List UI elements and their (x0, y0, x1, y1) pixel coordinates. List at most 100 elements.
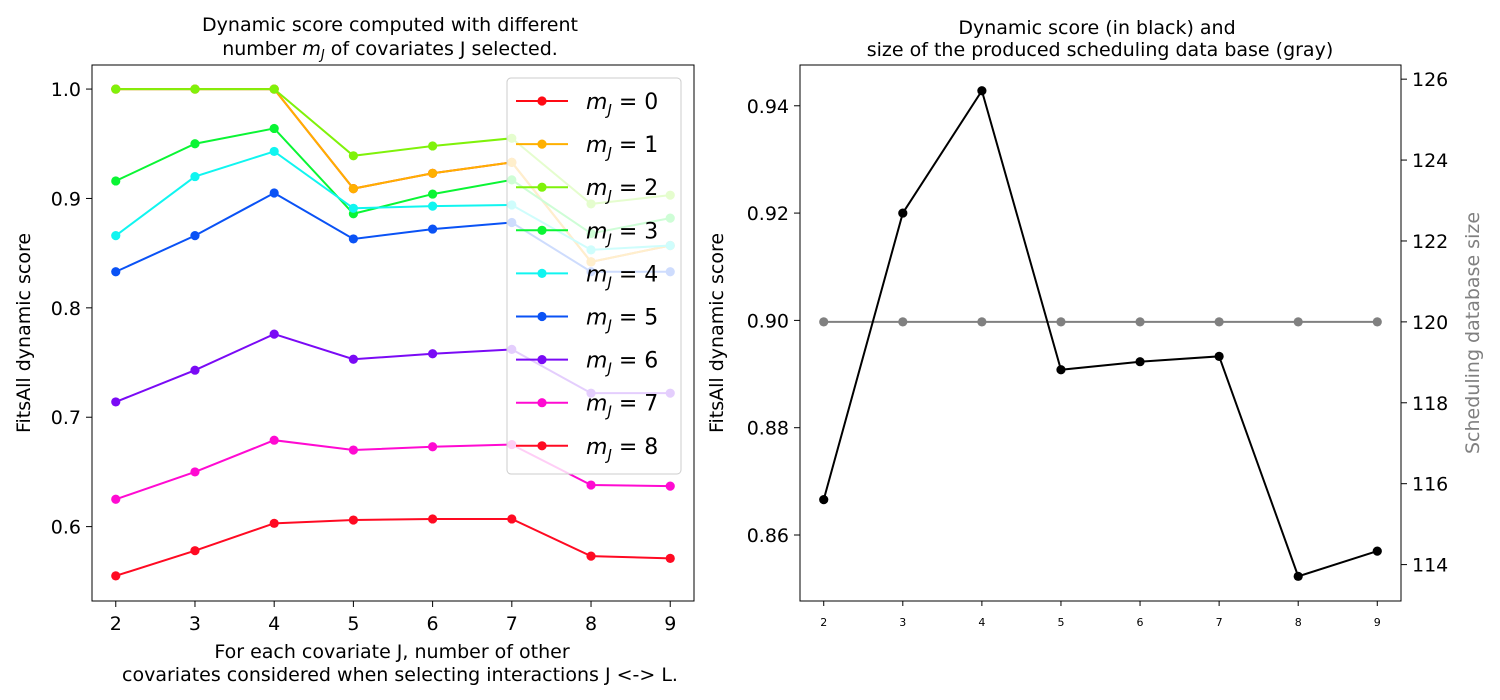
legend-item: mJ = 6 (516, 349, 658, 378)
series-5-point (269, 188, 279, 198)
legend-item: mJ = 7 (516, 392, 658, 421)
legend-item: mJ = 4 (516, 262, 658, 291)
x-tick-label: 4 (978, 616, 985, 629)
y-right-tick-label: 124 (1412, 150, 1448, 172)
series-2-point (428, 141, 438, 151)
dynamic-score-point (1372, 546, 1382, 556)
legend-box (506, 77, 682, 475)
series-3-point (190, 139, 200, 149)
series-5-point (348, 234, 358, 244)
legend-label: mJ = 1 (586, 133, 658, 162)
series-line-8 (115, 517, 671, 577)
series-7-point (586, 480, 596, 490)
series-7-point (269, 435, 279, 445)
dynamic-score-line (822, 88, 1378, 578)
x-tick-label: 8 (1295, 616, 1302, 629)
right-chart-title-line1: Dynamic score (in black) and (958, 17, 1235, 39)
legend-label: mJ = 7 (586, 392, 658, 421)
y-right-tick-label: 118 (1412, 393, 1448, 415)
series-line-7 (115, 439, 671, 501)
legend-swatch-marker (537, 96, 547, 106)
legend-swatch-marker (537, 225, 547, 235)
series-3-point (111, 176, 121, 186)
dynamic-score-point (1135, 357, 1145, 367)
series-6-point (190, 365, 200, 375)
x-tick-label: 3 (189, 613, 201, 635)
legend-label: mJ = 8 (586, 435, 658, 464)
right-chart: Dynamic score (in black) and size of the… (706, 17, 1484, 629)
y-right-tick-label: 122 (1412, 231, 1448, 253)
y-tick-label: 0.92 (747, 203, 789, 225)
series-1-point (428, 168, 438, 178)
left-plot-area: 2 3 4 5 6 7 8 9 0.6 0.7 0.8 0.9 1.0 (51, 64, 695, 635)
y-tick-label: 0.7 (51, 407, 81, 429)
left-chart-xlabel-line1: For each covariate J, number of other (214, 641, 569, 663)
series-3-point (428, 189, 438, 199)
x-tick-label: 3 (899, 616, 906, 629)
legend-swatch-marker (537, 268, 547, 278)
legend-item: mJ = 8 (516, 435, 658, 464)
legend-item: mJ = 3 (516, 219, 658, 248)
series-5-point (190, 231, 200, 241)
series-2-point (348, 151, 358, 161)
series-1-point (348, 184, 358, 194)
series-3-point (269, 123, 279, 134)
y-right-tick-label: 116 (1412, 474, 1448, 496)
dynamic-score-point (1214, 351, 1224, 361)
series-7-point (348, 445, 358, 455)
series-5-point (428, 224, 438, 234)
left-chart-title-line1: Dynamic score computed with different (202, 14, 578, 36)
series-4-point (348, 203, 358, 213)
x-tick-label: 5 (347, 613, 359, 635)
dynamic-score-point (898, 208, 908, 218)
legend-swatch-marker (537, 398, 547, 408)
series-8-point (190, 546, 200, 556)
series-8-point (428, 514, 438, 524)
series-7-point (665, 481, 675, 491)
legend-label: mJ = 0 (586, 90, 658, 119)
series-4-point (111, 231, 121, 241)
x-tick-label: 9 (664, 613, 676, 635)
series-8-point (586, 551, 596, 561)
left-chart-xlabel-line2: covariates considered when selecting int… (122, 664, 678, 686)
series-8-point (507, 514, 517, 524)
legend-swatch-marker (537, 139, 547, 149)
legend-swatch-marker (537, 441, 547, 451)
y-right-tick-label: 114 (1412, 555, 1448, 577)
legend-item: mJ = 1 (516, 133, 658, 162)
database-size-point (1293, 317, 1303, 327)
right-chart-ylabel: FitsAll dynamic score (706, 233, 728, 433)
left-chart-ylabel: FitsAll dynamic score (13, 233, 35, 433)
y-tick-label: 0.94 (747, 96, 789, 118)
series-4-point (269, 146, 279, 157)
y-tick-label: 0.86 (747, 525, 789, 547)
database-size-point (898, 317, 908, 327)
legend-label: mJ = 4 (586, 262, 658, 291)
y-tick-label: 0.8 (51, 298, 81, 320)
series-7-point (190, 467, 200, 477)
y-tick-label: 0.9 (51, 188, 81, 210)
x-tick-label: 9 (1374, 616, 1381, 629)
x-tick-label: 6 (1137, 616, 1144, 629)
y-tick-label: 0.90 (747, 310, 789, 332)
database-size-point (1135, 317, 1145, 327)
x-tick-label: 5 (1057, 616, 1064, 629)
right-chart-title-line2: size of the produced scheduling data bas… (867, 39, 1334, 61)
series-6-point (348, 354, 358, 364)
legend-label: mJ = 3 (586, 219, 658, 248)
x-tick-label: 2 (820, 616, 827, 629)
database-size-point (977, 317, 987, 327)
dynamic-score-point (977, 86, 987, 96)
x-tick-label: 4 (268, 613, 280, 635)
legend-item: mJ = 0 (516, 90, 658, 119)
database-size-point (1056, 317, 1066, 327)
legend-item: mJ = 5 (516, 306, 658, 335)
legend-item: mJ = 2 (516, 176, 658, 205)
series-4-point (428, 201, 438, 211)
x-tick-label: 2 (110, 613, 122, 635)
database-size-point (1372, 317, 1382, 327)
series-2-point (269, 84, 279, 94)
legend-swatch-marker (537, 311, 547, 322)
series-4-point (190, 171, 200, 182)
dynamic-score-point (1293, 571, 1303, 581)
